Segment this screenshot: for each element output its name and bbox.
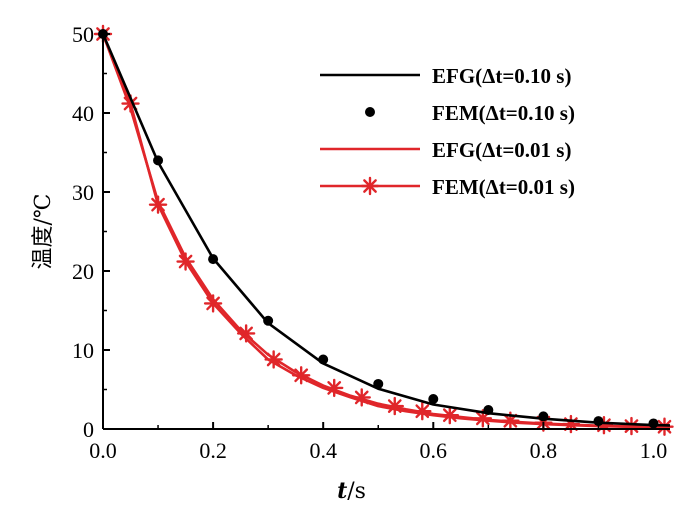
y-tick-label: 20 (72, 259, 94, 284)
series-1-point (208, 254, 219, 265)
series-1-point (153, 155, 164, 166)
legend-label: EFG(Δt=0.10 s) (432, 64, 571, 88)
y-tick-label: 10 (72, 338, 94, 363)
series-1-point (263, 315, 274, 326)
y-tick-label: 0 (83, 417, 94, 442)
legend-label: EFG(Δt=0.01 s) (432, 138, 571, 162)
series-3-marker (385, 396, 404, 416)
series-3-marker (655, 417, 674, 436)
series-3-marker (148, 195, 168, 214)
axes: 0.0 0.2 0.4 0.6 0.8 1.0 0 10 20 30 40 50 t/s 温度/℃ (31, 22, 670, 504)
series-3-marker (236, 324, 256, 343)
y-axis-title: 温度/℃ (31, 193, 56, 269)
legend-item: FEM(Δt=0.10 s) (365, 101, 575, 125)
legend-swatch-asterisk (360, 176, 380, 196)
series-3-marker (325, 378, 344, 398)
series-1-point (428, 393, 439, 404)
legend-swatch-dot (365, 107, 375, 117)
series-1-point (538, 411, 549, 422)
x-tick-label: 0.0 (89, 438, 117, 463)
series-line-3 (101, 33, 671, 429)
series-1-point (318, 354, 329, 365)
x-tick-label: 1.0 (640, 438, 668, 463)
series-line-2 (101, 33, 671, 429)
y-tick-label: 40 (72, 101, 94, 126)
legend-item: EFG(Δt=0.10 s) (320, 64, 571, 88)
x-tick-label: 0.2 (199, 438, 227, 463)
x-tick-label: 0.6 (420, 438, 448, 463)
legend-label: FEM(Δt=0.10 s) (432, 101, 575, 125)
series-3-marker (264, 350, 283, 369)
legend: EFG(Δt=0.10 s) FEM(Δt=0.10 s) EFG(Δt=0.01 … (320, 64, 575, 199)
y-tick-label: 30 (72, 180, 94, 205)
series-3-marker (203, 294, 223, 313)
legend-item: EFG(Δt=0.01 s) (320, 138, 571, 162)
series-1-point (373, 378, 384, 389)
series-3-marker (440, 405, 460, 425)
legend-item: FEM(Δt=0.01 s) (320, 175, 575, 199)
legend-label: FEM(Δt=0.01 s) (432, 175, 575, 199)
plot-area (93, 24, 674, 436)
series-3-marker (622, 416, 641, 436)
series-3-marker (413, 402, 432, 421)
series-1-point (483, 405, 494, 416)
x-tick-label: 0.4 (309, 438, 337, 463)
series-3-marker (176, 252, 195, 271)
series-3-marker (352, 388, 371, 407)
series-1-point (593, 416, 604, 427)
series-line-0 (101, 33, 671, 427)
x-axis-title: t/s (337, 478, 366, 504)
series-3-marker (291, 366, 311, 385)
x-tick-label: 0.8 (530, 438, 558, 463)
y-tick-label: 50 (72, 22, 94, 47)
